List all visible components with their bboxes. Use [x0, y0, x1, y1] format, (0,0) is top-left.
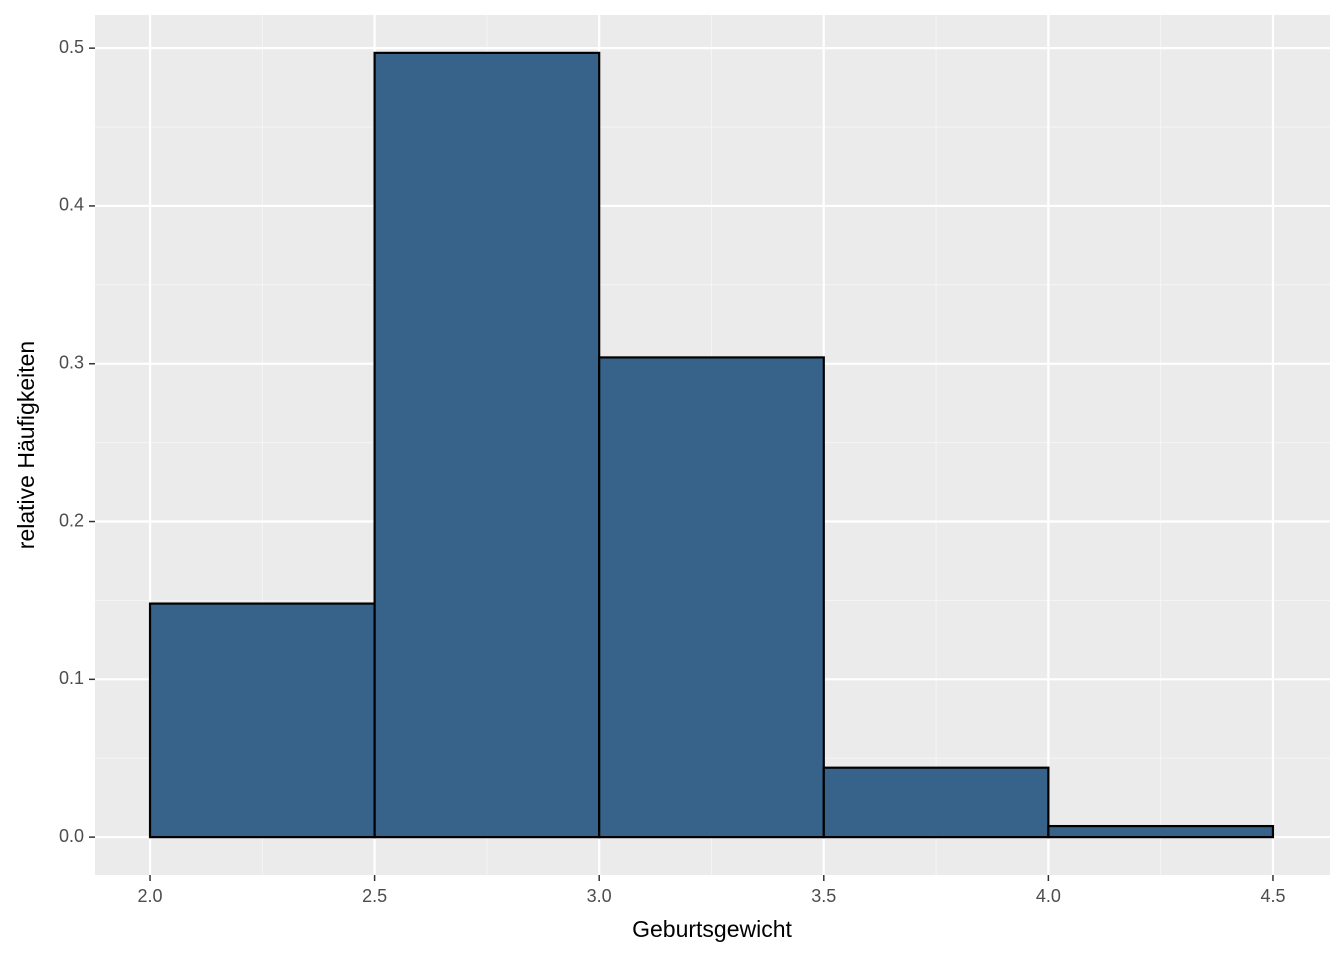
bar	[1047, 824, 1275, 839]
y-tick-label: 0.1	[59, 668, 84, 688]
y-tick-label: 0.2	[59, 510, 84, 530]
bar	[148, 602, 376, 839]
x-axis-title: Geburtsgewicht	[632, 916, 792, 942]
x-tick-label: 3.5	[811, 886, 836, 906]
bar	[598, 356, 825, 839]
y-tick-label: 0.5	[59, 37, 84, 57]
x-tick-label: 4.0	[1036, 886, 1061, 906]
x-tick-label: 2.5	[362, 886, 387, 906]
bar	[373, 51, 601, 839]
y-tick-label: 0.0	[59, 826, 84, 846]
x-tick-label: 4.5	[1260, 886, 1285, 906]
y-axis-title: relative Häufigkeiten	[13, 341, 39, 549]
x-tick-label: 2.0	[138, 886, 163, 906]
y-tick-label: 0.4	[59, 195, 84, 215]
y-tick-label: 0.3	[59, 352, 84, 372]
x-tick-label: 3.0	[587, 886, 612, 906]
bar	[822, 766, 1050, 839]
